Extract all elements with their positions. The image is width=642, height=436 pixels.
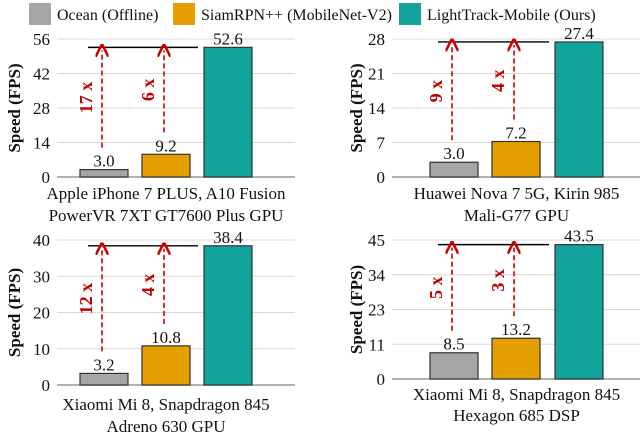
- y-tick-label: 7: [377, 134, 386, 153]
- x-axis-label: Mali-G77 GPU: [464, 206, 569, 225]
- y-axis-label: Speed (FPS): [5, 63, 24, 152]
- y-axis-label: Speed (FPS): [347, 63, 366, 152]
- value-label: 43.5: [564, 227, 594, 246]
- bar-3: [203, 245, 253, 386]
- y-tick-label: 14: [33, 134, 51, 153]
- bar-3: [554, 244, 604, 380]
- x-axis-label: Adreno 630 GPU: [107, 417, 226, 436]
- bar-2: [141, 345, 191, 386]
- bar-1: [79, 169, 129, 178]
- legend-label: LightTrack-Mobile (Ours): [427, 7, 596, 24]
- speedup-label: 12 x: [76, 283, 96, 315]
- y-tick-label: 28: [33, 99, 50, 118]
- value-label: 10.8: [151, 328, 181, 347]
- x-axis-label: PowerVR 7XT GT7600 Plus GPU: [49, 206, 284, 225]
- bar-1: [429, 161, 479, 178]
- legend: Ocean (Offline) SiamRPN++ (MobileNet-V2) L…: [29, 3, 596, 25]
- y-tick-label: 34: [368, 266, 386, 285]
- value-label: 8.5: [443, 335, 464, 354]
- speedup-label: 4 x: [488, 69, 508, 92]
- y-tick-label: 56: [33, 30, 50, 49]
- y-tick-label: 21: [368, 65, 385, 84]
- bar-3: [203, 46, 253, 178]
- bar-1: [79, 372, 129, 386]
- y-tick-label: 10: [33, 340, 50, 359]
- x-axis-label: Apple iPhone 7 PLUS, A10 Fusion: [47, 184, 286, 203]
- value-label: 3.0: [443, 144, 464, 163]
- y-tick-label: 28: [368, 30, 385, 49]
- value-label: 38.4: [213, 228, 243, 247]
- speedup-label: 3 x: [488, 269, 508, 292]
- x-axis-label: Xiaomi Mi 8, Snapdragon 845: [413, 385, 620, 404]
- y-tick-label: 0: [377, 168, 386, 187]
- y-axis-label: Speed (FPS): [5, 268, 24, 357]
- value-label: 3.0: [93, 152, 114, 171]
- legend-swatch: [173, 3, 195, 25]
- y-tick-label: 14: [368, 99, 386, 118]
- y-tick-label: 45: [368, 231, 385, 250]
- x-axis-label: Huawei Nova 7 5G, Kirin 985: [414, 184, 620, 203]
- x-axis-label: Hexagon 685 DSP: [453, 406, 580, 425]
- value-label: 27.4: [564, 24, 594, 43]
- x-axis-label: Xiaomi Mi 8, Snapdragon 845: [62, 395, 269, 414]
- y-tick-label: 42: [33, 65, 50, 84]
- y-tick-label: 40: [33, 231, 50, 250]
- y-tick-label: 11: [369, 335, 385, 354]
- chart-panel-1: 0 14 28 42 56 Speed (FPS) Apple iPhone 7 PLUS,…: [5, 29, 295, 225]
- speedup-label: 5 x: [426, 276, 446, 299]
- legend-label: Ocean (Offline): [57, 7, 158, 24]
- value-label: 7.2: [505, 124, 526, 143]
- speedup-label: 4 x: [138, 274, 158, 297]
- y-tick-label: 20: [33, 304, 50, 323]
- legend-label: SiamRPN++ (MobileNet-V2): [201, 7, 392, 24]
- bar-2: [491, 337, 541, 380]
- y-tick-label: 0: [42, 376, 51, 395]
- y-tick-label: 30: [33, 267, 50, 286]
- bar-2: [141, 153, 191, 178]
- value-label: 3.2: [93, 355, 114, 374]
- y-tick-label: 0: [377, 370, 386, 389]
- chart-panel-3: 0 10 20 30 40 Speed (FPS) Xiaomi Mi 8, Snapdra…: [5, 228, 295, 436]
- bar-1: [429, 352, 479, 380]
- value-label: 9.2: [155, 136, 176, 155]
- bar-2: [491, 140, 541, 178]
- legend-swatch: [29, 3, 51, 25]
- speedup-label: 6 x: [138, 79, 158, 102]
- speedup-label: 17 x: [76, 82, 96, 114]
- y-tick-label: 0: [42, 168, 51, 187]
- y-axis-label: Speed (FPS): [347, 265, 366, 354]
- y-tick-label: 23: [368, 301, 385, 320]
- legend-swatch: [399, 3, 421, 25]
- value-label: 13.2: [501, 320, 531, 339]
- bar-3: [554, 41, 604, 178]
- speedup-label: 9 x: [426, 80, 446, 103]
- value-label: 52.6: [213, 29, 243, 48]
